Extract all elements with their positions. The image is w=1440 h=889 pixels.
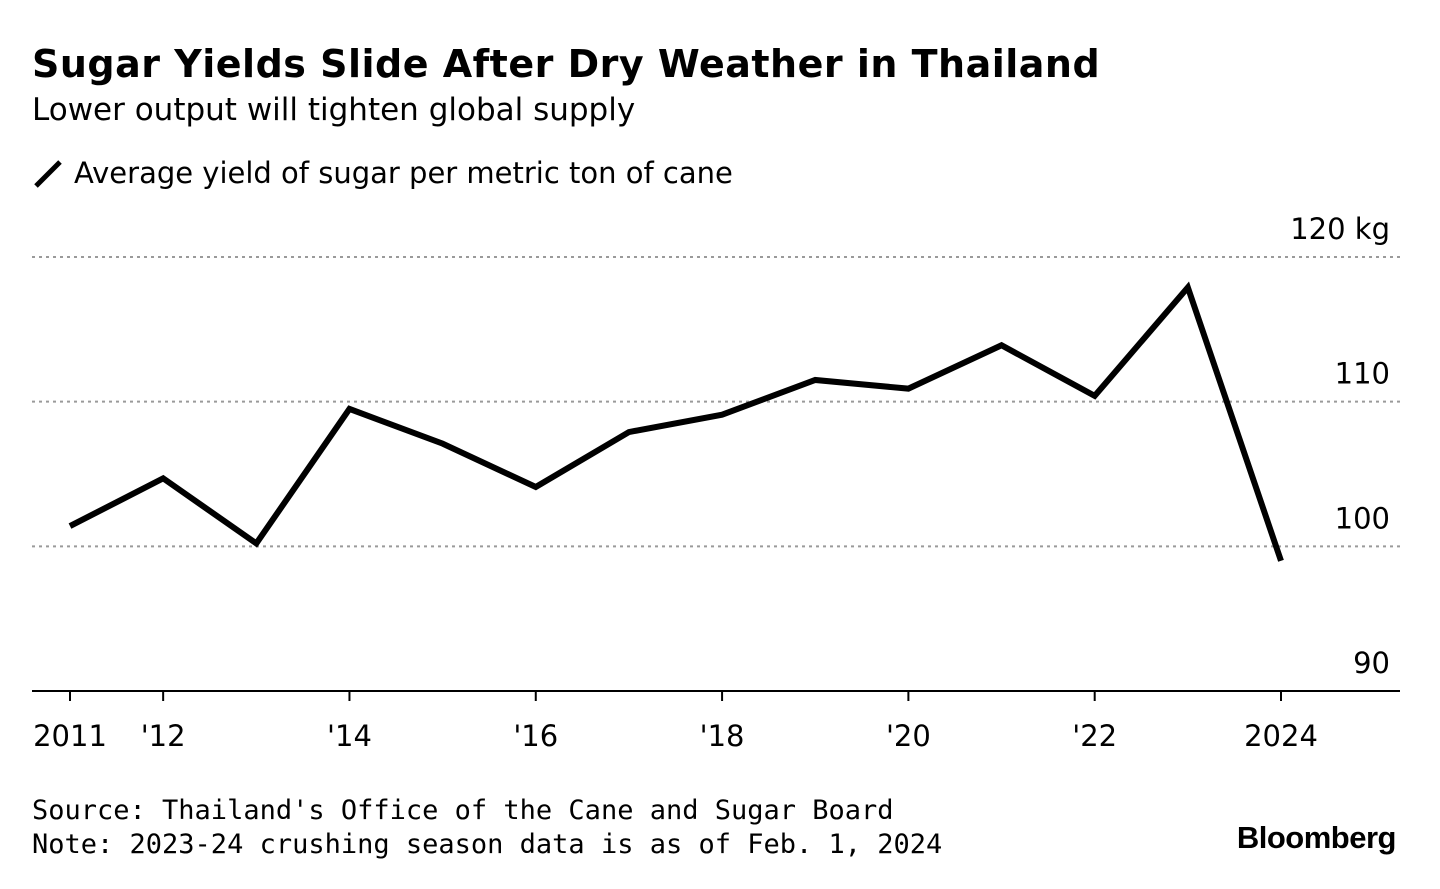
legend-label: Average yield of sugar per metric ton of… xyxy=(74,156,733,190)
series-line-0 xyxy=(68,281,1284,562)
chart-subtitle: Lower output will tighten global supply xyxy=(32,92,636,128)
source-note: Source: Thailand's Office of the Cane an… xyxy=(32,795,894,826)
footnotes: Source: Thailand's Office of the Cane an… xyxy=(32,794,942,862)
x-axis-labels: 2011 '12 '14 '16 '18 '20 '22 2024 xyxy=(33,719,1318,753)
x-tick-label: '20 xyxy=(886,719,931,753)
x-tick-label: '12 xyxy=(141,719,186,753)
x-tick-label: 2011 xyxy=(33,719,107,753)
chart-title: Sugar Yields Slide After Dry Weather in … xyxy=(32,42,1101,86)
y-tick-label: 110 xyxy=(1335,357,1390,391)
y-tick-label: 90 xyxy=(1353,646,1390,680)
legend-line-icon xyxy=(34,160,62,188)
y-tick-label: 100 xyxy=(1335,501,1390,535)
x-tick-label: 2024 xyxy=(1244,719,1318,753)
x-axis xyxy=(32,690,1400,701)
data-note: Note: 2023-24 crushing season data is as… xyxy=(32,829,943,860)
y-axis-labels: 90 100 110 120 kg xyxy=(1290,212,1390,680)
x-tick-label: '14 xyxy=(327,719,372,753)
x-tick-label: '22 xyxy=(1072,719,1117,753)
series-lines xyxy=(68,281,1284,562)
x-tick-label: '16 xyxy=(513,719,558,753)
legend: Average yield of sugar per metric ton of… xyxy=(32,156,733,190)
x-tick-label: '18 xyxy=(700,719,745,753)
y-tick-label: 120 kg xyxy=(1290,212,1390,246)
bloomberg-logo: Bloomberg xyxy=(1236,820,1397,855)
